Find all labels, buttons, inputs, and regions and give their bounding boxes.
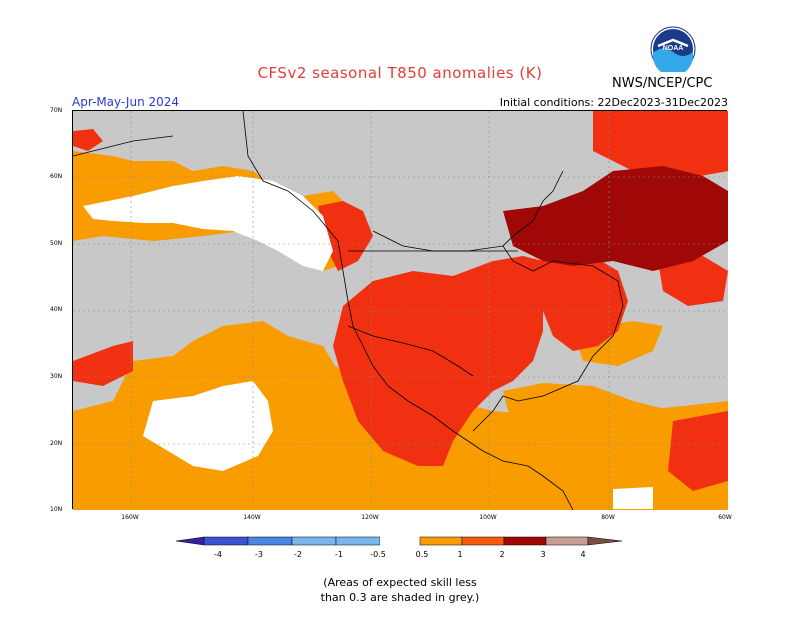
neutral-regions xyxy=(83,176,653,509)
lon-label: 80W xyxy=(601,514,615,521)
initial-conditions: Initial conditions: 22Dec2023-31Dec2023 xyxy=(499,96,728,109)
lat-label: 50N xyxy=(50,240,63,247)
lat-label: 20N xyxy=(50,440,63,447)
map-title: CFSv2 seasonal T850 anomalies (K) xyxy=(257,64,543,82)
lon-label: 60W xyxy=(718,514,732,521)
legend-label: -0.5 xyxy=(370,550,386,559)
logo-text: NOAA xyxy=(663,45,684,52)
legend-swatch-pos3 xyxy=(545,536,589,546)
legend-swatch-neutral xyxy=(380,537,420,545)
legend-swatch-pos2 xyxy=(503,536,547,546)
lon-label: 120W xyxy=(361,514,379,521)
legend-swatch-neg1 xyxy=(291,536,337,546)
legend-label: 3 xyxy=(540,550,545,559)
noaa-logo-icon: NOAA xyxy=(650,26,696,76)
legend-label: -1 xyxy=(335,550,343,559)
legend-label: -2 xyxy=(294,550,302,559)
legend-swatch-pos1 xyxy=(461,536,505,546)
legend-swatch-neg3 xyxy=(203,536,249,546)
color-legend: -4 -3 -2 -1 -0.5 0.5 1 2 3 4 xyxy=(170,531,630,563)
skill-note-line2: than 0.3 are shaded in grey.) xyxy=(320,591,480,604)
agency-label: NWS/NCEP/CPC xyxy=(612,76,713,91)
lat-label: 70N xyxy=(50,107,63,114)
legend-label: 1 xyxy=(457,550,462,559)
legend-label: -3 xyxy=(255,550,263,559)
legend-swatch-neg4 xyxy=(175,536,205,546)
skill-note-line1: (Areas of expected skill less xyxy=(323,576,477,589)
skill-note: (Areas of expected skill less than 0.3 a… xyxy=(0,575,800,605)
lon-label: 140W xyxy=(243,514,261,521)
anomaly-darkred-region xyxy=(503,166,728,271)
legend-label: -4 xyxy=(214,550,222,559)
map-canvas xyxy=(72,110,728,511)
legend-label: 0.5 xyxy=(416,550,429,559)
lon-label: 100W xyxy=(479,514,497,521)
legend-swatch-neg2 xyxy=(247,536,293,546)
lat-label: 60N xyxy=(50,173,63,180)
lat-label: 10N xyxy=(50,506,63,513)
lat-label: 40N xyxy=(50,306,63,313)
coastlines xyxy=(72,110,624,511)
forecast-period: Apr-May-Jun 2024 xyxy=(72,95,180,109)
lat-label: 30N xyxy=(50,373,63,380)
legend-swatch-pos05 xyxy=(419,536,463,546)
legend-swatch-neg05 xyxy=(335,536,381,546)
legend-label: 4 xyxy=(580,550,585,559)
legend-label: 2 xyxy=(499,550,504,559)
legend-swatch-pos4 xyxy=(587,536,623,546)
anomaly-red-regions xyxy=(73,111,728,491)
lon-label: 160W xyxy=(121,514,139,521)
gridlines xyxy=(73,111,728,510)
anomaly-map xyxy=(72,110,728,511)
